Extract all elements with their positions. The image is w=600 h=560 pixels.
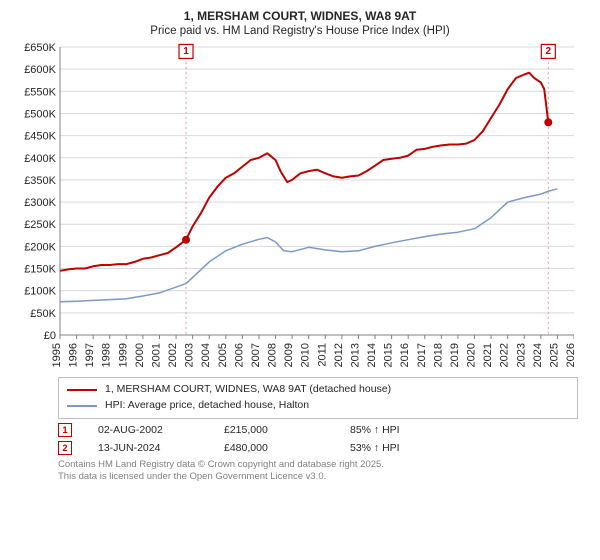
marker-hpi: 85% ↑ HPI <box>350 424 450 436</box>
svg-text:2025: 2025 <box>548 343 560 367</box>
svg-text:£650K: £650K <box>24 43 56 54</box>
svg-text:£250K: £250K <box>24 219 56 231</box>
svg-text:£500K: £500K <box>24 109 56 121</box>
svg-text:2021: 2021 <box>482 343 494 367</box>
copyright-line2: This data is licensed under the Open Gov… <box>58 471 578 483</box>
chart-title: 1, MERSHAM COURT, WIDNES, WA8 9AT <box>14 8 586 24</box>
svg-text:1999: 1999 <box>117 343 129 367</box>
chart-container: £0 £50K £100K £150K £200K £250K £300K £350K £400… <box>14 43 586 373</box>
svg-text:2009: 2009 <box>283 343 295 367</box>
svg-text:2014: 2014 <box>366 343 378 367</box>
svg-text:2012: 2012 <box>333 343 345 367</box>
svg-text:2003: 2003 <box>184 343 196 367</box>
legend-label: HPI: Average price, detached house, Halt… <box>105 398 309 414</box>
svg-text:2018: 2018 <box>432 343 444 367</box>
svg-text:£550K: £550K <box>24 86 56 98</box>
svg-text:1996: 1996 <box>68 343 80 367</box>
svg-text:2011: 2011 <box>316 343 328 367</box>
svg-text:2013: 2013 <box>349 343 361 367</box>
svg-text:£150K: £150K <box>24 264 56 276</box>
svg-text:2001: 2001 <box>150 343 162 367</box>
svg-text:2019: 2019 <box>449 343 461 367</box>
legend: 1, MERSHAM COURT, WIDNES, WA8 9AT (detac… <box>58 377 578 419</box>
svg-text:2024: 2024 <box>532 343 544 367</box>
marker-id-box: 1 <box>58 423 72 437</box>
copyright: Contains HM Land Registry data © Crown c… <box>58 459 578 484</box>
svg-text:2010: 2010 <box>300 343 312 367</box>
svg-text:2026: 2026 <box>565 343 574 367</box>
legend-item: HPI: Average price, detached house, Halt… <box>67 398 569 414</box>
legend-label: 1, MERSHAM COURT, WIDNES, WA8 9AT (detac… <box>105 382 391 398</box>
copyright-line1: Contains HM Land Registry data © Crown c… <box>58 459 578 471</box>
marker-id-box: 2 <box>58 441 72 455</box>
svg-text:2000: 2000 <box>134 343 146 367</box>
svg-text:2023: 2023 <box>515 343 527 367</box>
svg-text:2022: 2022 <box>499 343 511 367</box>
svg-text:2007: 2007 <box>250 343 262 367</box>
svg-text:£200K: £200K <box>24 242 56 254</box>
svg-text:1995: 1995 <box>51 343 63 367</box>
svg-text:2017: 2017 <box>416 343 428 367</box>
marker-price: £215,000 <box>224 424 324 436</box>
svg-text:£300K: £300K <box>24 197 56 209</box>
marker-hpi: 53% ↑ HPI <box>350 442 450 454</box>
legend-swatch <box>67 405 97 407</box>
svg-text:£600K: £600K <box>24 64 56 76</box>
svg-text:2020: 2020 <box>466 343 478 367</box>
legend-item: 1, MERSHAM COURT, WIDNES, WA8 9AT (detac… <box>67 382 569 398</box>
svg-text:£0: £0 <box>44 330 56 342</box>
marker-date: 13-JUN-2024 <box>98 442 198 454</box>
chart-subtitle: Price paid vs. HM Land Registry's House … <box>14 25 586 37</box>
svg-text:2004: 2004 <box>200 343 212 367</box>
svg-text:£350K: £350K <box>24 175 56 187</box>
svg-text:£450K: £450K <box>24 131 56 143</box>
svg-text:2: 2 <box>546 46 552 57</box>
svg-text:£100K: £100K <box>24 286 56 298</box>
svg-text:£50K: £50K <box>30 308 56 320</box>
svg-text:2016: 2016 <box>399 343 411 367</box>
svg-text:2002: 2002 <box>167 343 179 367</box>
svg-text:2008: 2008 <box>267 343 279 367</box>
marker-row: 2 13-JUN-2024 £480,000 53% ↑ HPI <box>58 441 578 455</box>
marker-date: 02-AUG-2002 <box>98 424 198 436</box>
svg-text:2006: 2006 <box>233 343 245 367</box>
svg-text:1: 1 <box>183 46 189 57</box>
marker-price: £480,000 <box>224 442 324 454</box>
marker-row: 1 02-AUG-2002 £215,000 85% ↑ HPI <box>58 423 578 437</box>
svg-text:1997: 1997 <box>84 343 96 367</box>
svg-text:£400K: £400K <box>24 153 56 165</box>
svg-text:2015: 2015 <box>383 343 395 367</box>
marker-table: 1 02-AUG-2002 £215,000 85% ↑ HPI 2 13-JUN-202… <box>58 423 578 455</box>
svg-text:1998: 1998 <box>101 343 113 367</box>
line-chart: £0 £50K £100K £150K £200K £250K £300K £350K £400… <box>14 43 574 373</box>
svg-text:2005: 2005 <box>217 343 229 367</box>
legend-swatch <box>67 389 97 391</box>
